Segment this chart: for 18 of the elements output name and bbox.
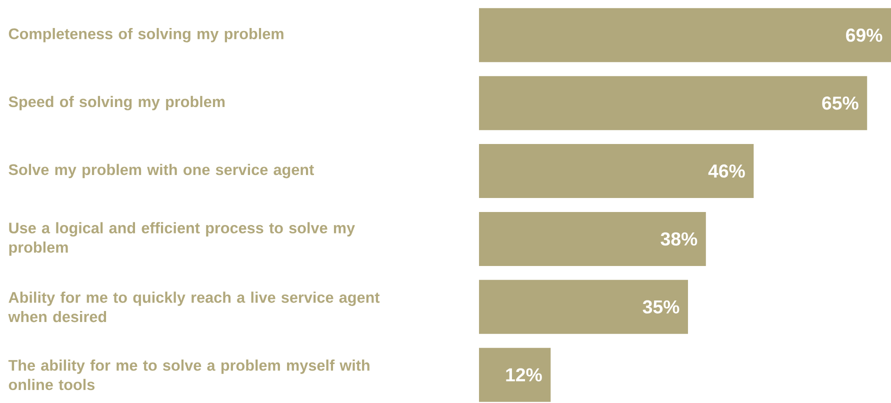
- bar: [479, 280, 688, 334]
- data-label: 38%: [660, 232, 698, 246]
- y-tick-label: Ability for me to quickly reach a live service agent when desired: [8, 292, 380, 322]
- data-label: 69%: [846, 28, 882, 42]
- bar: [479, 212, 706, 266]
- data-label: 65%: [822, 96, 858, 110]
- y-tick-label: The ability for me to solve a problem myself with online tools: [8, 360, 370, 390]
- bar: [479, 8, 891, 62]
- bar: [479, 76, 868, 130]
- bar: [479, 348, 551, 402]
- y-tick-label: Completeness of solving my problem: [8, 28, 284, 42]
- data-label: 12%: [506, 368, 542, 382]
- data-label: 35%: [642, 300, 680, 314]
- bar: [479, 144, 754, 198]
- y-tick-label: Speed of solving my problem: [8, 96, 225, 110]
- data-label: 46%: [708, 164, 745, 178]
- y-tick-label: Use a logical and efficient process to solve my problem: [9, 222, 355, 256]
- y-tick-label: Solve my problem with one service agent: [8, 164, 314, 178]
